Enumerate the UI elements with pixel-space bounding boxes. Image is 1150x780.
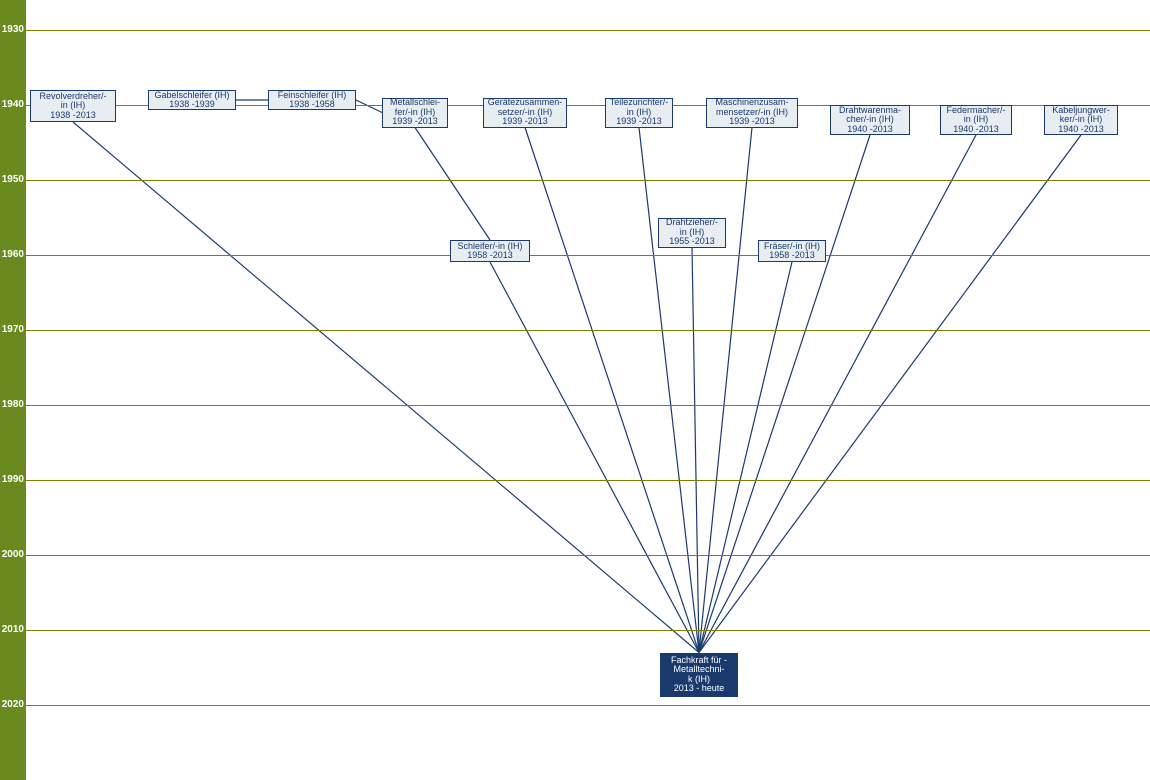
gridline [26, 705, 1150, 706]
y-tick-label: 1980 [0, 399, 26, 410]
ancestor-node[interactable]: Federmacher/- in (IH) 1940 -2013 [940, 105, 1012, 135]
ancestor-node[interactable]: Gabelschleifer (IH) 1938 -1939 [148, 90, 236, 110]
gridline [26, 330, 1150, 331]
edge [699, 135, 870, 653]
y-tick-label: 2020 [0, 699, 26, 710]
gridline [26, 480, 1150, 481]
gridline [26, 630, 1150, 631]
ancestor-node[interactable]: Fräser/-in (IH) 1958 -2013 [758, 240, 826, 262]
edge [699, 135, 1081, 653]
ancestor-node[interactable]: Kabeljungwer- ker/-in (IH) 1940 -2013 [1044, 105, 1118, 135]
ancestor-node[interactable]: Schleifer/-in (IH) 1958 -2013 [450, 240, 530, 262]
ancestor-node[interactable]: Revolverdreher/- in (IH) 1938 -2013 [30, 90, 116, 122]
gridline [26, 555, 1150, 556]
edge [490, 262, 699, 653]
y-tick-label: 1960 [0, 249, 26, 260]
target-node[interactable]: Fachkraft für - Metalltechni- k (IH) 201… [660, 653, 738, 697]
node-label: Fachkraft für - Metalltechni- k (IH) 201… [671, 656, 727, 694]
gridline [26, 180, 1150, 181]
node-label: Schleifer/-in (IH) 1958 -2013 [457, 242, 522, 261]
ancestor-node[interactable]: Drahtwarenma- cher/-in (IH) 1940 -2013 [830, 105, 910, 135]
edge [415, 128, 490, 241]
ancestor-node[interactable]: Drahtzieher/- in (IH) 1955 -2013 [658, 218, 726, 248]
edge [639, 128, 699, 653]
gridline [26, 30, 1150, 31]
gridline [26, 405, 1150, 406]
y-tick-label: 1930 [0, 24, 26, 35]
y-tick-label: 1940 [0, 99, 26, 110]
node-label: Kabeljungwer- ker/-in (IH) 1940 -2013 [1052, 106, 1110, 134]
node-label: Gabelschleifer (IH) 1938 -1939 [154, 91, 229, 110]
ancestor-node[interactable]: Maschinenzusam- mensetzer/-in (IH) 1939 … [706, 98, 798, 128]
y-tick-label: 2000 [0, 549, 26, 560]
ancestor-node[interactable]: Teilezurichter/- in (IH) 1939 -2013 [605, 98, 673, 128]
gridline [26, 255, 1150, 256]
node-label: Gerätezusammen- setzer/-in (IH) 1939 -20… [488, 98, 563, 126]
node-label: Drahtzieher/- in (IH) 1955 -2013 [666, 218, 718, 246]
node-label: Maschinenzusam- mensetzer/-in (IH) 1939 … [715, 98, 788, 126]
edge [525, 128, 699, 653]
ancestor-node[interactable]: Feinschleifer (IH) 1938 -1958 [268, 90, 356, 110]
node-label: Feinschleifer (IH) 1938 -1958 [278, 91, 347, 110]
node-label: Metallschlei- fer/-in (IH) 1939 -2013 [390, 98, 440, 126]
node-label: Drahtwarenma- cher/-in (IH) 1940 -2013 [839, 106, 901, 134]
y-tick-label: 1950 [0, 174, 26, 185]
node-label: Federmacher/- in (IH) 1940 -2013 [946, 106, 1005, 134]
edge [699, 135, 976, 653]
edge [699, 128, 752, 653]
y-tick-label: 2010 [0, 624, 26, 635]
edge [356, 100, 382, 113]
ancestor-node[interactable]: Metallschlei- fer/-in (IH) 1939 -2013 [382, 98, 448, 128]
node-label: Teilezurichter/- in (IH) 1939 -2013 [610, 98, 669, 126]
y-axis-band [0, 0, 26, 780]
node-label: Fräser/-in (IH) 1958 -2013 [764, 242, 820, 261]
node-label: Revolverdreher/- in (IH) 1938 -2013 [39, 92, 106, 120]
edge [699, 262, 792, 653]
edge [73, 122, 699, 653]
ancestor-node[interactable]: Gerätezusammen- setzer/-in (IH) 1939 -20… [483, 98, 567, 128]
y-tick-label: 1970 [0, 324, 26, 335]
edge [692, 248, 699, 653]
genealogy-timeline-chart: 1930 1940 1950 1960 1970 1980 1990 2000 2010 2020… [0, 0, 1150, 780]
y-tick-label: 1990 [0, 474, 26, 485]
